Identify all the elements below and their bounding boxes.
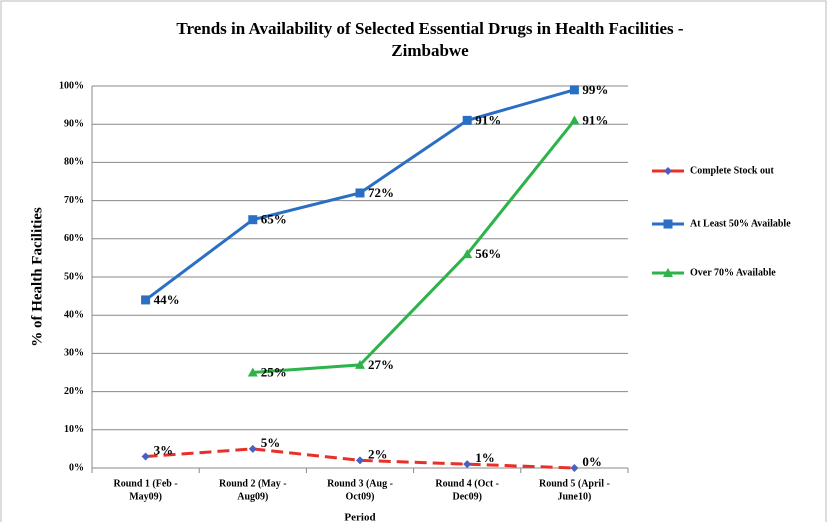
y-tick-label: 60% — [64, 233, 84, 244]
data-label: 91% — [475, 112, 501, 127]
x-tick-label: Aug09) — [237, 491, 268, 502]
data-point — [248, 444, 257, 453]
legend-marker — [663, 219, 673, 229]
x-tick-label: Round 1 (Feb - — [114, 478, 178, 489]
y-tick-label: 10% — [64, 424, 84, 435]
data-label: 0% — [582, 454, 602, 469]
data-point — [248, 215, 258, 225]
x-tick-label: Round 4 (Oct - — [435, 478, 499, 489]
data-point — [355, 188, 365, 198]
legend-label: At Least 50% Available — [690, 218, 791, 229]
y-tick-label: 30% — [64, 348, 84, 359]
y-tick-label: 90% — [64, 118, 84, 129]
data-point — [141, 295, 151, 305]
y-tick-label: 70% — [64, 195, 84, 206]
chart-title: Zimbabwe — [391, 41, 469, 60]
y-tick-label: 0% — [69, 462, 84, 473]
data-label: 1% — [475, 450, 495, 465]
x-axis-label: Period — [344, 512, 375, 522]
data-label: 65% — [261, 212, 287, 227]
y-axis-label: % of Health Facilities — [29, 207, 45, 347]
x-tick-label: Round 2 (May - — [219, 478, 287, 489]
data-label: 25% — [261, 364, 287, 379]
y-tick-label: 50% — [64, 271, 84, 282]
legend-marker — [663, 268, 673, 277]
x-tick-label: Dec09) — [452, 491, 481, 502]
legend-label: Over 70% Available — [690, 267, 776, 278]
series-line — [252, 119, 576, 374]
data-point — [569, 85, 579, 95]
x-tick-label: May09) — [129, 491, 162, 502]
data-point — [356, 456, 364, 465]
data-point — [462, 115, 472, 125]
x-tick-label: June10) — [557, 491, 591, 502]
data-label: 3% — [154, 443, 174, 458]
legend-label: Complete Stock out — [690, 165, 775, 176]
data-label: 44% — [154, 292, 180, 307]
data-point — [141, 452, 150, 461]
y-tick-label: 100% — [59, 80, 84, 91]
data-point — [570, 464, 579, 472]
x-tick-label: Round 3 (Aug - — [327, 478, 393, 489]
y-tick-label: 80% — [64, 157, 84, 168]
data-label: 56% — [475, 246, 501, 261]
data-label: 72% — [368, 185, 394, 200]
data-point — [462, 249, 473, 259]
y-tick-label: 20% — [64, 386, 84, 397]
data-label: 27% — [368, 357, 394, 372]
data-point — [463, 460, 472, 469]
x-tick-label: Oct09) — [346, 491, 375, 502]
data-point — [569, 115, 580, 125]
y-tick-label: 40% — [64, 309, 84, 320]
data-label: 5% — [261, 435, 281, 450]
legend-marker — [664, 167, 672, 175]
data-point — [355, 359, 365, 369]
data-label: 91% — [582, 112, 608, 127]
data-point — [247, 367, 258, 377]
data-label: 99% — [582, 82, 608, 97]
data-label: 2% — [368, 446, 388, 461]
chart-title: Trends in Availability of Selected Essen… — [176, 19, 684, 38]
x-tick-label: Round 5 (April - — [539, 478, 610, 489]
